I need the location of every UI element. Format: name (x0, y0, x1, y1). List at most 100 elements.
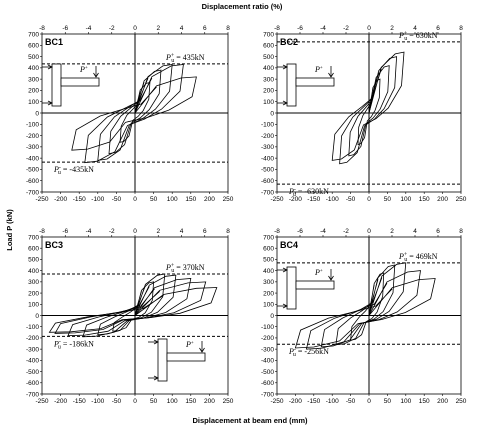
x2-tick-label: -4 (86, 228, 92, 235)
reference-label: P+ u = 469kN (398, 252, 438, 263)
load-arrowhead (328, 275, 334, 281)
x2-tick-label: -2 (343, 25, 349, 32)
x2-tick-label: 8 (226, 228, 230, 235)
y-tick-label: -100 (261, 324, 274, 331)
x-tick-label: -50 (346, 398, 356, 405)
panel-bc2: -250 -200 -150 -100 -50 0 50 100 150 200 250-8 -6 -4… (261, 25, 467, 203)
x-tick-label: 0 (133, 398, 137, 405)
x2-tick-label: 0 (367, 228, 371, 235)
x-tick-label: -250 (35, 196, 48, 203)
x2-tick-label: 4 (180, 228, 184, 235)
support-arrowhead-bottom (282, 100, 288, 106)
support-arrowhead-bottom (153, 375, 159, 381)
x-tick-label: -250 (35, 398, 48, 405)
top-axis-title: Displacement ratio (%) (202, 2, 283, 11)
bottom-axis-title: Displacement at beam end (mm) (192, 416, 308, 425)
x2-tick-label: -6 (62, 25, 68, 32)
y-tick-label: 300 (263, 279, 274, 286)
load-arrowhead (93, 72, 99, 78)
x-tick-label: -100 (91, 398, 104, 405)
hysteresis-loop (54, 281, 207, 334)
x2-tick-label: 6 (436, 228, 440, 235)
x2-tick-label: -4 (320, 228, 326, 235)
x2-tick-label: 0 (133, 25, 137, 32)
reference-label: P+ u = 370kN (165, 263, 205, 274)
panel-title: BC3 (45, 240, 63, 250)
x-tick-label: -100 (326, 398, 339, 405)
y-tick-label: 100 (263, 302, 274, 309)
hysteresis-loop (348, 65, 390, 157)
x-tick-label: 250 (223, 398, 234, 405)
x-tick-label: -100 (91, 196, 104, 203)
y-tick-label: 0 (270, 110, 274, 117)
x-tick-label: 100 (167, 398, 178, 405)
hysteresis-loop (331, 51, 405, 161)
x-tick-label: 150 (419, 398, 430, 405)
y-tick-label: -300 (26, 346, 39, 353)
x-tick-label: 50 (150, 196, 158, 203)
y-tick-label: 0 (35, 313, 39, 320)
x2-tick-label: 6 (203, 25, 207, 32)
inset-load-label: P+ (79, 65, 88, 74)
y-tick-label: 200 (263, 88, 274, 95)
x-tick-label: 250 (456, 398, 467, 405)
x2-tick-label: -6 (297, 228, 303, 235)
x-tick-label: 150 (185, 196, 196, 203)
y-tick-label: -200 (261, 335, 274, 342)
x-tick-label: -200 (289, 196, 302, 203)
y-tick-label: -500 (26, 167, 39, 174)
y-tick-label: -200 (26, 335, 39, 342)
specimen-inset: P+ (277, 63, 335, 107)
inset-column (157, 338, 168, 382)
y-tick-label: -100 (261, 122, 274, 129)
x-tick-label: 200 (437, 196, 448, 203)
y-tick-label: 300 (263, 76, 274, 83)
x2-tick-label: 0 (367, 25, 371, 32)
y-tick-label: -700 (26, 391, 39, 398)
x2-tick-label: 2 (390, 25, 394, 32)
y-tick-label: -500 (261, 369, 274, 376)
y-tick-label: -400 (261, 155, 274, 162)
hysteresis-loop (71, 76, 197, 151)
hysteresis-loop (112, 281, 155, 332)
x2-tick-label: 6 (436, 25, 440, 32)
hysteresis-loop (357, 78, 381, 146)
x-tick-label: -50 (112, 398, 122, 405)
hysteresis-series (71, 64, 197, 164)
x2-tick-label: 8 (226, 25, 230, 32)
y-tick-label: 700 (28, 234, 39, 241)
y-tick-label: 700 (28, 31, 39, 38)
hysteresis-loop (48, 287, 218, 333)
reference-label: P+ u = 435kN (165, 53, 205, 64)
y-tick-label: -600 (26, 178, 39, 185)
y-tick-label: 200 (263, 290, 274, 297)
x2-tick-label: 8 (459, 25, 463, 32)
support-arrowhead-top (153, 339, 159, 345)
x-tick-label: -250 (270, 196, 283, 203)
y-tick-label: -400 (26, 155, 39, 162)
inset-column (286, 63, 297, 107)
inset-beam (295, 77, 335, 87)
x-tick-label: -150 (73, 398, 86, 405)
panel-title: BC4 (280, 240, 298, 250)
y-tick-label: -500 (26, 369, 39, 376)
inset-load-label: P+ (314, 268, 323, 277)
x-tick-label: 0 (367, 398, 371, 405)
y-tick-label: -700 (261, 391, 274, 398)
hysteresis-loop (84, 64, 184, 164)
y-tick-label: 600 (28, 246, 39, 253)
x2-tick-label: 2 (156, 228, 160, 235)
y-tick-label: 0 (35, 110, 39, 117)
specimen-inset: P+ (277, 266, 335, 310)
reference-label: P-u = -186kN (53, 339, 94, 350)
x2-tick-label: 4 (180, 25, 184, 32)
y-tick-label: -300 (261, 144, 274, 151)
reference-label: P-u = -435kN (53, 165, 94, 176)
panel-bc4: -250 -200 -150 -100 -50 0 50 100 150 200 250-8 -6 -4… (261, 228, 467, 405)
y-tick-label: 100 (28, 302, 39, 309)
hysteresis-series (294, 262, 436, 350)
y-tick-label: 600 (263, 43, 274, 50)
x-tick-label: -50 (346, 196, 356, 203)
hysteresis-loop (97, 64, 173, 161)
